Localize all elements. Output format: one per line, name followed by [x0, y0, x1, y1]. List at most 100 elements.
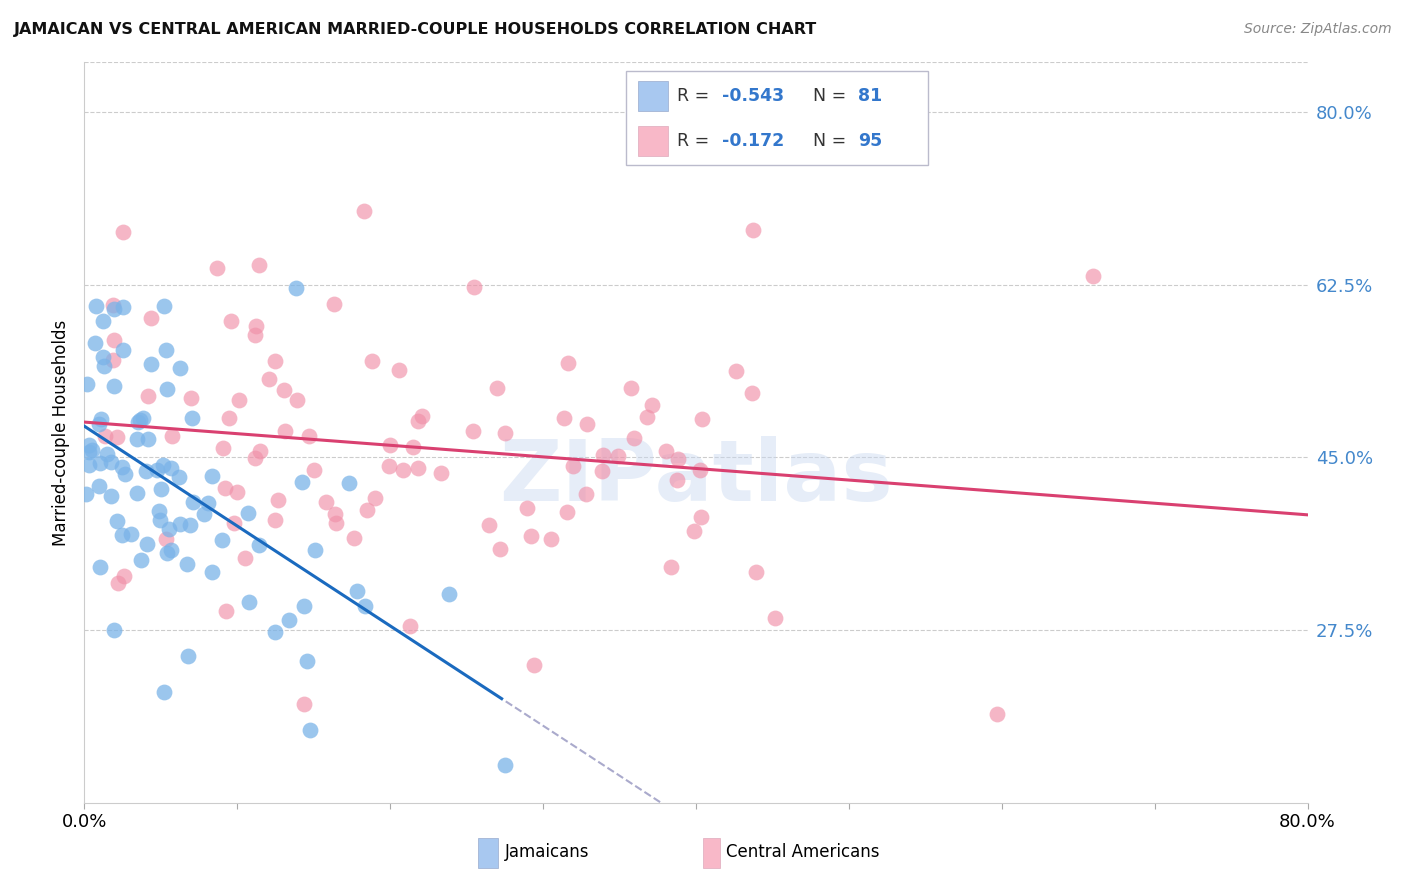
Point [201, 565, 224, 579]
Point [111, 300, 134, 314]
Point [103, 352, 125, 367]
Point [263, 513, 285, 527]
Point [380, 438, 402, 452]
Point [111, 343, 134, 357]
Point [689, 509, 711, 524]
Point [245, 319, 267, 334]
Point [238, 595, 260, 609]
Point [89, 559, 111, 574]
FancyBboxPatch shape [703, 838, 720, 868]
Point [77, 445, 100, 459]
Point [323, 507, 346, 521]
Point [243, 327, 266, 342]
Point [399, 619, 422, 633]
Point [201, 468, 224, 483]
Point [155, 343, 177, 357]
Point [291, 475, 314, 490]
Point [478, 517, 501, 532]
FancyBboxPatch shape [626, 71, 928, 165]
Point [197, 496, 219, 510]
Point [212, 441, 235, 455]
Point [323, 297, 346, 311]
Point [148, 504, 170, 518]
Point [87, 417, 110, 432]
Point [247, 258, 270, 272]
Point [153, 685, 176, 699]
Point [516, 501, 538, 516]
Point [105, 514, 128, 528]
Point [297, 655, 319, 669]
Point [111, 528, 134, 542]
Point [343, 531, 366, 545]
Point [430, 466, 453, 480]
Point [461, 424, 484, 438]
Point [103, 301, 125, 316]
Point [592, 448, 614, 462]
Point [82, 443, 104, 458]
Point [160, 461, 183, 475]
Point [127, 432, 149, 446]
Point [84, 335, 107, 350]
Point [298, 429, 321, 443]
Point [156, 546, 179, 560]
Point [112, 568, 135, 582]
Point [741, 223, 763, 237]
Point [125, 486, 148, 500]
Point [86, 299, 108, 313]
Point [214, 481, 236, 495]
FancyBboxPatch shape [478, 838, 498, 868]
Point [606, 449, 628, 463]
Point [136, 537, 159, 551]
FancyBboxPatch shape [638, 126, 668, 156]
Point [132, 411, 155, 425]
Point [437, 587, 460, 601]
Point [77, 438, 100, 452]
Point [540, 532, 562, 546]
Point [277, 614, 299, 628]
Point [160, 543, 183, 558]
Point [494, 425, 516, 440]
Point [215, 604, 238, 618]
Point [155, 532, 177, 546]
Point [91, 314, 114, 328]
Point [221, 314, 243, 328]
Text: JAMAICAN VS CENTRAL AMERICAN MARRIED-COUPLE HOUSEHOLDS CORRELATION CHART: JAMAICAN VS CENTRAL AMERICAN MARRIED-COU… [14, 22, 817, 37]
Point [111, 460, 134, 475]
Point [463, 280, 485, 294]
Point [129, 553, 152, 567]
Point [666, 473, 689, 487]
Point [1081, 268, 1104, 283]
Point [157, 522, 180, 536]
Point [406, 461, 429, 475]
Point [264, 625, 287, 640]
Point [91, 351, 114, 365]
Point [666, 451, 689, 466]
Point [623, 431, 645, 445]
Point [292, 599, 315, 613]
Point [89, 479, 111, 493]
Point [96, 447, 118, 461]
Point [325, 516, 347, 531]
Point [100, 455, 122, 469]
Point [89, 456, 111, 470]
Point [689, 463, 711, 477]
Point [107, 575, 129, 590]
Point [489, 541, 512, 556]
Point [553, 411, 575, 425]
Point [266, 493, 288, 508]
Point [103, 333, 125, 347]
Point [356, 503, 378, 517]
Point [285, 393, 308, 408]
Point [353, 204, 375, 219]
Point [135, 464, 157, 478]
Point [406, 414, 429, 428]
Point [745, 565, 768, 579]
Point [636, 410, 658, 425]
Point [138, 432, 160, 446]
Point [149, 513, 172, 527]
Point [555, 505, 578, 519]
Text: 81: 81 [859, 87, 883, 104]
Point [302, 463, 325, 477]
Point [486, 381, 509, 395]
Point [576, 417, 599, 431]
